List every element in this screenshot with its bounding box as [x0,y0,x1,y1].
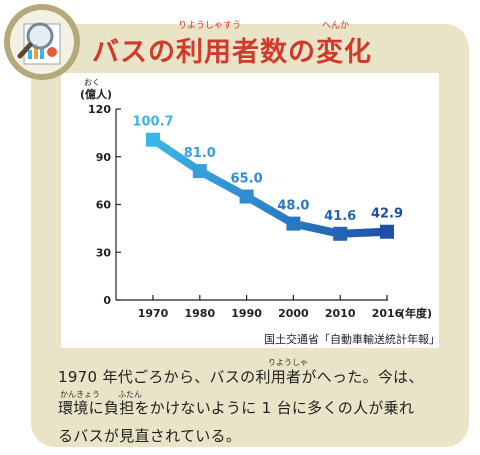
data-label: 41.6 [324,209,356,224]
y-axis-unit-label: (億人) [80,87,112,101]
caption-ruby-riyousha: りようしゃ [268,358,308,367]
data-label: 65.0 [231,172,263,187]
data-label: 100.7 [132,115,173,130]
y-tick-label: 90 [96,151,112,164]
data-point [192,164,207,179]
data-point [239,189,254,204]
x-axis-unit-label: (年度) [400,306,432,320]
caption-line-2: 環境に負担をかけないように 1 台に多くの人が乗れ [58,399,415,417]
x-tick-label: 2016 [372,307,403,320]
caption-ruby-futan: ふたん [118,390,142,399]
x-tick-label: 2000 [278,307,309,320]
data-point [146,132,160,147]
y-unit-ruby: おく [84,78,100,87]
page-title: バスの利用者数の変化 [92,37,372,68]
data-label: 48.0 [277,199,309,214]
x-tick-label: 1970 [138,307,169,320]
x-tick-label: 1980 [184,307,215,320]
chart-panel [61,73,439,348]
y-tick-label: 120 [88,103,111,116]
y-tick-label: 60 [96,199,112,212]
caption-ruby-kankyou: かんきょう [60,390,100,399]
data-label: 81.0 [184,146,216,161]
data-point [333,226,348,241]
series-line [150,136,388,238]
title-ruby-riyoushasuu: りようしゃすう [178,21,242,31]
data-label: 42.9 [371,207,403,222]
x-tick-label: 1990 [231,307,262,320]
caption-line-3: るバスが見直されている。 [58,427,242,445]
data-point [286,216,301,231]
y-tick-label: 0 [103,294,111,307]
x-tick-label: 2010 [325,307,356,320]
y-tick-label: 30 [96,246,112,259]
magnifier-chart-emblem-icon [4,4,80,80]
data-point [380,224,394,239]
source-citation: 国土交通省「自動車輸送統計年報」 [264,333,440,346]
title-ruby-henka: へんか [322,21,350,31]
caption-line-1: 1970 年代ごろから、バスの利用者がへった。今は、 [58,368,424,386]
